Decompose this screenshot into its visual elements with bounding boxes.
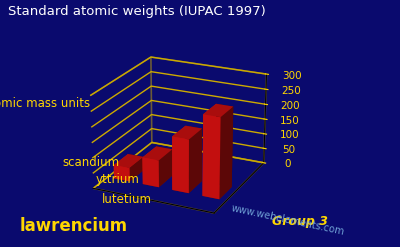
Text: Group 3: Group 3 (272, 215, 328, 228)
Text: Standard atomic weights (IUPAC 1997): Standard atomic weights (IUPAC 1997) (8, 5, 266, 18)
Text: www.webelements.com: www.webelements.com (230, 203, 346, 237)
Text: lutetium: lutetium (102, 193, 152, 206)
Text: yttrium: yttrium (96, 173, 140, 186)
Text: atomic mass units: atomic mass units (0, 97, 90, 110)
Text: lawrencium: lawrencium (20, 217, 128, 235)
Text: scandium: scandium (63, 156, 120, 169)
